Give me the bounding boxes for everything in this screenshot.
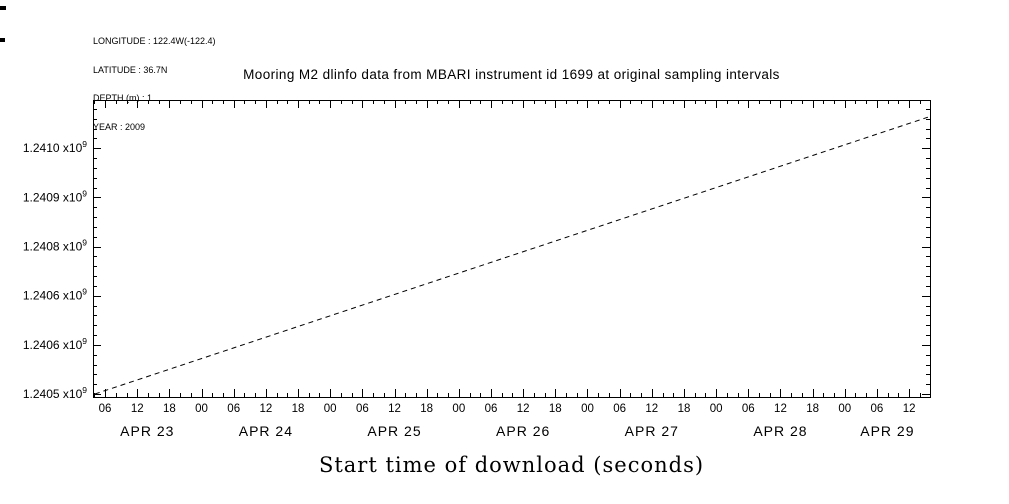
y-tick-label: 1.2405 x109 [23,385,87,401]
x-axis-title: Start time of download (seconds) [318,453,705,477]
x-tick-label: 06 [227,403,240,415]
x-tick-label: 12 [774,403,787,415]
x-tick-label: 12 [517,403,530,415]
chart-title: Mooring M2 dlinfo data from MBARI instru… [243,67,780,82]
x-date-label: APR 26 [496,423,550,439]
y-tick-mantissa: 1.2409 x10 [23,190,83,204]
y-tick-mantissa: 1.2408 x10 [23,240,83,254]
x-date-label: APR 23 [120,423,174,439]
y-tick-exponent: 9 [82,188,87,198]
edge-artifact-mark [0,6,6,10]
x-tick-label: 06 [613,403,626,415]
x-tick-label: 12 [645,403,658,415]
edge-artifact-mark [0,38,5,42]
y-tick-mantissa: 1.2406 x10 [23,289,83,303]
x-tick-label: 18 [549,403,562,415]
y-tick-label: 1.2406 x109 [23,287,87,303]
data-line [94,116,929,395]
x-tick-label: 00 [195,403,208,415]
x-date-label: APR 28 [753,423,807,439]
metadata-block: LONGITUDE : 122.4W(-122.4) LATITUDE : 36… [93,18,216,151]
x-tick-label: 12 [259,403,272,415]
labels-group: 06 12 18 00 06 12 18 00 06 12 18 00 06 12 18 00 06 12 18 00… [23,139,916,439]
x-tick-label: 18 [163,403,176,415]
x-date-label: APR 29 [860,423,914,439]
metadata-year: YEAR : 2009 [93,121,146,132]
metadata-depth: DEPTH (m) : 1 [93,93,153,103]
y-tick-exponent: 9 [82,336,87,346]
x-tick-label: 12 [131,403,144,415]
x-tick-label: 18 [806,403,819,415]
y-tick-exponent: 9 [82,287,87,297]
x-tick-label: 12 [388,403,401,415]
y-tick-exponent: 9 [82,385,87,395]
x-tick-label: 00 [581,403,594,415]
x-date-label: APR 24 [239,423,293,439]
x-tick-label: 18 [292,403,305,415]
metadata-latitude: LATITUDE : 36.7N [93,64,168,75]
x-tick-label: 06 [356,403,369,415]
x-tick-label: 00 [324,403,337,415]
y-tick-exponent: 9 [82,238,87,248]
x-date-label: APR 25 [367,423,421,439]
y-tick-mantissa: 1.2406 x10 [23,338,83,352]
y-tick-label: 1.2409 x109 [23,188,87,204]
x-tick-label: 18 [420,403,433,415]
y-tick-label: 1.2410 x109 [23,139,87,155]
y-tick-label: 1.2408 x109 [23,238,87,254]
y-tick-label: 1.2406 x109 [23,336,87,352]
metadata-longitude: LONGITUDE : 122.4W(-122.4) [93,36,216,46]
x-tick-label: 06 [99,403,112,415]
y-tick-mantissa: 1.2405 x10 [23,387,83,401]
x-tick-label: 06 [871,403,884,415]
x-tick-label: 06 [742,403,755,415]
x-tick-label: 06 [485,403,498,415]
x-date-label: APR 27 [625,423,679,439]
x-tick-label: 00 [838,403,851,415]
axes-group [93,100,931,398]
x-tick-label: 12 [903,403,916,415]
y-tick-exponent: 9 [82,139,87,149]
x-tick-label: 00 [710,403,723,415]
x-tick-label: 00 [452,403,465,415]
x-tick-label: 18 [678,403,691,415]
y-tick-mantissa: 1.2410 x10 [23,141,83,155]
